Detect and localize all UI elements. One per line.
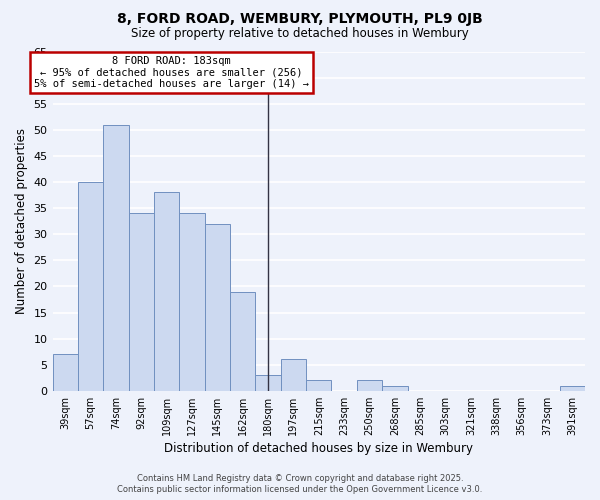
Bar — [205, 224, 230, 391]
Bar — [103, 124, 128, 391]
Bar — [230, 292, 256, 391]
Bar — [306, 380, 331, 391]
Bar — [281, 360, 306, 391]
Bar — [53, 354, 78, 391]
Bar — [154, 192, 179, 391]
Bar — [357, 380, 382, 391]
Bar — [560, 386, 585, 391]
Text: 8, FORD ROAD, WEMBURY, PLYMOUTH, PL9 0JB: 8, FORD ROAD, WEMBURY, PLYMOUTH, PL9 0JB — [117, 12, 483, 26]
Bar — [256, 375, 281, 391]
Text: Contains HM Land Registry data © Crown copyright and database right 2025.
Contai: Contains HM Land Registry data © Crown c… — [118, 474, 482, 494]
Text: Size of property relative to detached houses in Wembury: Size of property relative to detached ho… — [131, 28, 469, 40]
X-axis label: Distribution of detached houses by size in Wembury: Distribution of detached houses by size … — [164, 442, 473, 455]
Bar — [128, 214, 154, 391]
Bar — [179, 214, 205, 391]
Text: 8 FORD ROAD: 183sqm
← 95% of detached houses are smaller (256)
5% of semi-detach: 8 FORD ROAD: 183sqm ← 95% of detached ho… — [34, 56, 309, 89]
Bar — [78, 182, 103, 391]
Y-axis label: Number of detached properties: Number of detached properties — [15, 128, 28, 314]
Bar — [382, 386, 407, 391]
